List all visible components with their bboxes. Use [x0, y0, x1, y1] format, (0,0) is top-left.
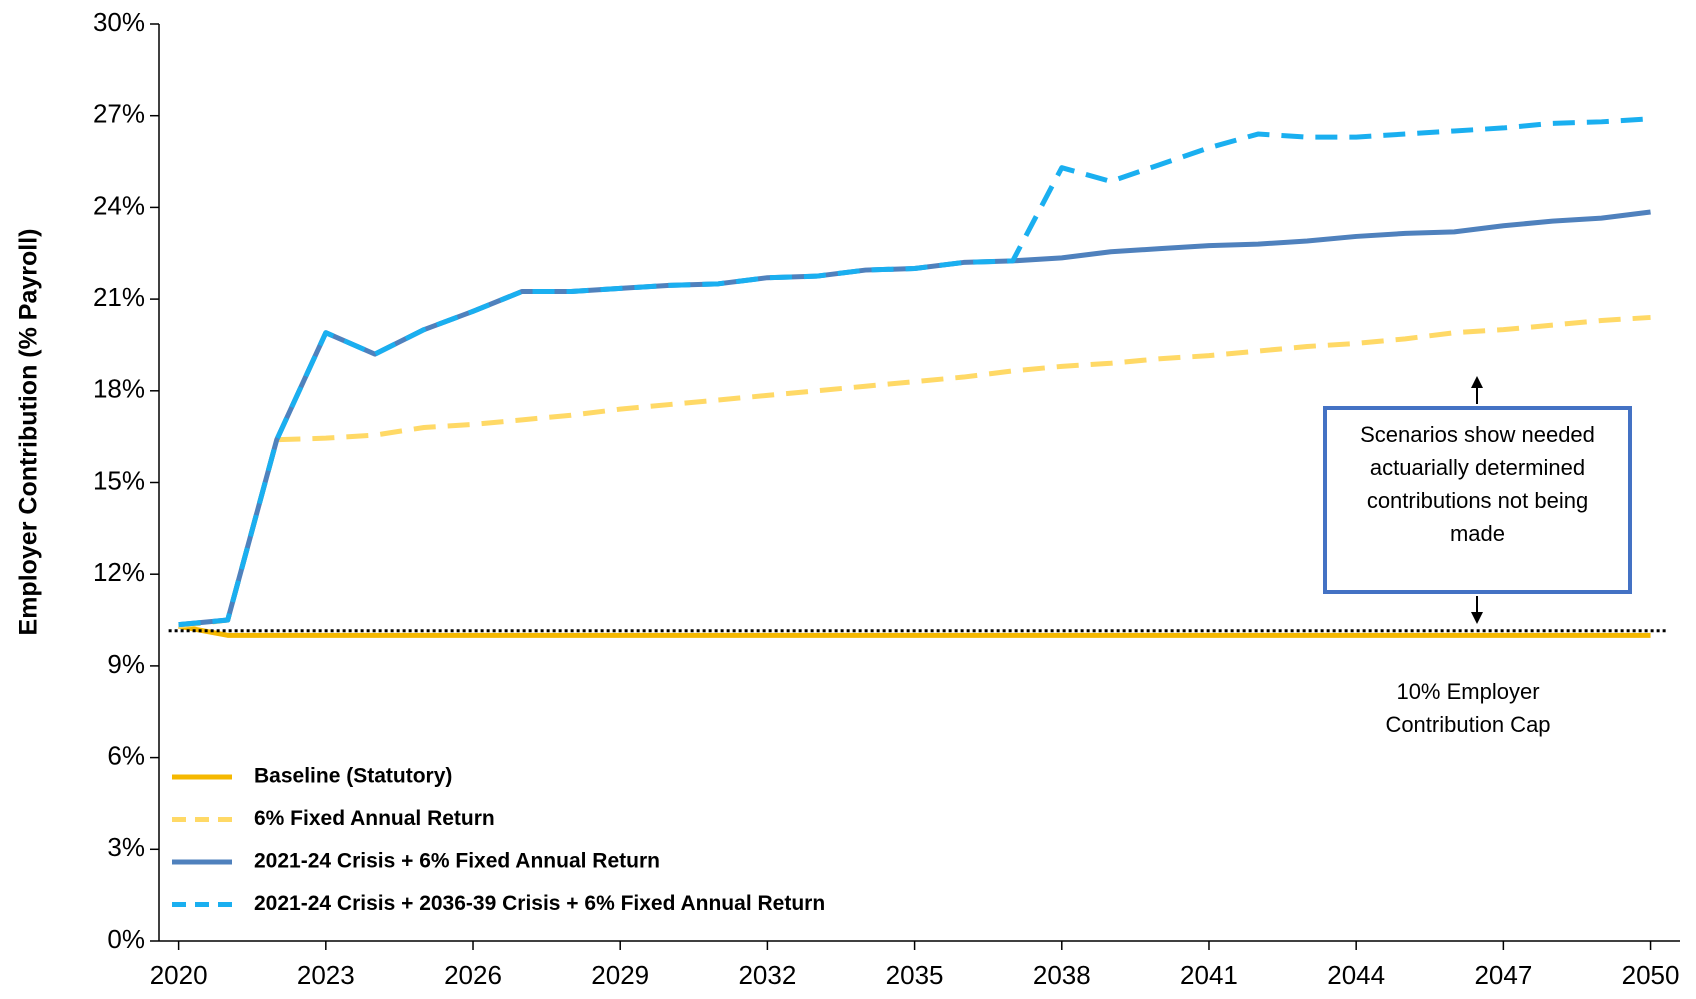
- y-tick-label: 6%: [107, 740, 145, 770]
- x-tick-label: 2032: [738, 960, 796, 990]
- legend-label: 2021-24 Crisis + 2036-39 Crisis + 6% Fix…: [254, 892, 825, 915]
- cap-label: 10% Employer Contribution Cap: [1385, 679, 1551, 737]
- legend-label: Baseline (Statutory): [254, 765, 452, 788]
- series-line: [178, 623, 1651, 638]
- x-tick-label: 2020: [150, 960, 208, 990]
- legend-label: 2021-24 Crisis + 6% Fixed Annual Return: [254, 850, 660, 873]
- y-tick-label: 0%: [107, 924, 145, 954]
- arrow-head: [1471, 376, 1483, 388]
- x-tick-label: 2029: [591, 960, 649, 990]
- x-tick-label: 2050: [1622, 960, 1680, 990]
- y-axis-title: Employer Contribution (% Payroll): [15, 229, 43, 636]
- x-tick-label: 2044: [1327, 960, 1385, 990]
- y-tick-label: 18%: [93, 374, 145, 404]
- y-tick-label: 15%: [93, 465, 145, 495]
- x-tick-label: 2026: [444, 960, 502, 990]
- x-tick-label: 2035: [886, 960, 944, 990]
- y-tick-label: 27%: [93, 99, 145, 129]
- y-tick-label: 3%: [107, 832, 145, 862]
- legend-label: 6% Fixed Annual Return: [254, 807, 495, 830]
- series-line: [178, 116, 1651, 628]
- y-tick-label: 12%: [93, 557, 145, 587]
- y-tick-label: 21%: [93, 282, 145, 312]
- y-tick-label: 24%: [93, 190, 145, 220]
- x-tick-label: 2047: [1474, 960, 1532, 990]
- arrow-head: [1471, 612, 1483, 624]
- x-tick-label: 2023: [297, 960, 355, 990]
- series-line: [178, 314, 1651, 629]
- annotation-box: [1323, 406, 1632, 594]
- x-tick-label: 2041: [1180, 960, 1238, 990]
- annotation-text: Scenarios show needed actuarially determ…: [1360, 422, 1595, 546]
- y-tick-label: 30%: [93, 7, 145, 37]
- x-tick-label: 2038: [1033, 960, 1091, 990]
- y-tick-label: 9%: [107, 649, 145, 679]
